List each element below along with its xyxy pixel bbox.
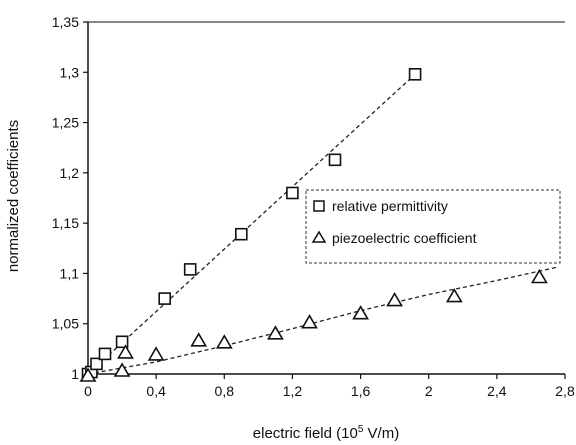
piezoelectric-point — [117, 344, 134, 359]
legend-label-permittivity: relative permittivity — [332, 198, 448, 214]
x-axis-title: electric field (105 V/m) — [253, 424, 399, 442]
permittivity-point — [235, 227, 248, 241]
x-tick-label: 0,8 — [215, 383, 235, 399]
permittivity-point — [286, 186, 299, 200]
piezoelectric-point — [267, 325, 284, 340]
x-axis-title-unit: V/m) — [363, 425, 399, 442]
y-axis-title: normalized coefficients — [5, 120, 22, 272]
y-tick-label: 1,2 — [60, 165, 80, 181]
piezoelectric-point — [352, 305, 369, 320]
permittivity-trend-line — [87, 73, 416, 375]
x-tick-label: 2 — [425, 383, 433, 399]
piezoelectric-point — [113, 362, 131, 377]
x-tick-label: 1,6 — [351, 383, 371, 399]
y-tick-label: 1,15 — [52, 215, 79, 231]
x-axis-title-exponent: 5 — [358, 424, 364, 435]
permittivity-point — [183, 263, 197, 276]
y-tick-label: 1,35 — [52, 14, 79, 30]
permittivity-point — [115, 335, 129, 349]
data-markers — [79, 68, 548, 382]
x-axis-title-main: electric field (10 — [253, 425, 358, 442]
x-tick-label: 2,4 — [487, 383, 507, 399]
y-tick-label: 1,25 — [52, 115, 79, 131]
piezoelectric-point — [190, 332, 208, 347]
y-tick-label: 1,05 — [52, 316, 79, 332]
piezoelectric-point — [531, 268, 548, 284]
piezoelectric-trend-line — [87, 266, 557, 375]
y-tick-label: 1 — [71, 366, 79, 382]
piezoelectric-point — [445, 288, 463, 303]
permittivity-point — [90, 357, 103, 371]
legend-box — [305, 189, 561, 264]
legend-square-marker — [313, 200, 325, 212]
piezoelectric-point — [147, 346, 165, 361]
permittivity-point — [408, 68, 422, 81]
permittivity-point — [328, 153, 342, 167]
legend: relative permittivity piezoelectric coef… — [305, 189, 561, 264]
x-tick-label: 2,8 — [555, 383, 575, 399]
piezoelectric-point — [301, 314, 318, 329]
trend-lines — [87, 73, 557, 375]
plot-area: 1 1,05 1,1 1,15 1,2 1,25 1,3 1,35 0 0,4 0,8 1,2 1,6… — [52, 14, 575, 399]
y-ticks: 1 1,05 1,1 1,15 1,2 1,25 1,3 1,35 — [52, 14, 88, 382]
piezoelectric-point — [215, 334, 233, 349]
piezoelectric-point — [386, 292, 403, 307]
x-ticks: 0 0,4 0,8 1,2 1,6 2 2,4 2,8 — [84, 374, 575, 399]
x-tick-label: 0 — [84, 383, 92, 399]
permittivity-point — [98, 347, 112, 361]
legend-triangle-marker — [311, 230, 327, 243]
permittivity-point — [158, 292, 171, 305]
legend-label-piezoelectric: piezoelectric coefficient — [332, 230, 477, 246]
y-tick-label: 1,3 — [60, 64, 80, 80]
y-tick-label: 1,1 — [60, 265, 80, 281]
piezoelectric-point — [79, 367, 97, 382]
x-tick-label: 0,4 — [146, 383, 166, 399]
x-tick-label: 1,2 — [283, 383, 303, 399]
